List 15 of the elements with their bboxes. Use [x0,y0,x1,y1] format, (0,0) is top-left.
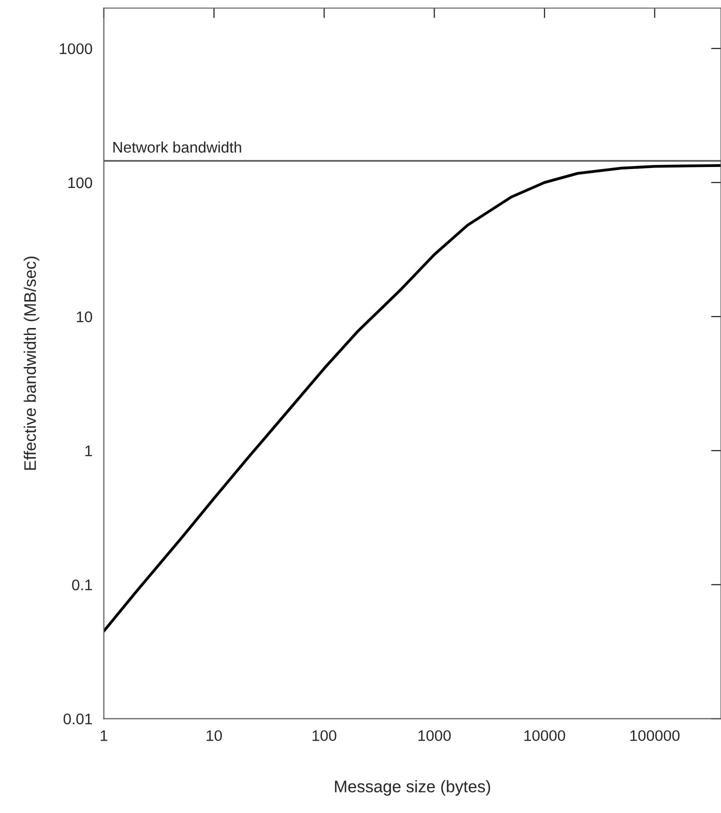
x-tick-label: 100 [312,730,336,742]
y-tick-label: 1 [85,446,92,456]
x-tick-label: 10 [206,730,222,742]
x-tick-label: 1 [100,730,108,741]
y-tick-label: 100 [68,177,92,188]
y-tick-label: 1000 [60,43,92,54]
x-axis-title: Message size (bytes) [335,780,490,796]
x-tick-label: 10000 [524,730,566,742]
y-tick-label: 0.01 [64,714,92,724]
x-tick-label: 1000 [418,730,451,742]
x-tick-label: 100000 [630,730,680,742]
y-tick-label: 10 [76,311,92,322]
ref-line-label: Network bandwidth [113,141,242,153]
y-axis-title: Effective bandwidth (MB/sec) [24,256,40,470]
y-tick-label: 0.1 [72,580,92,590]
